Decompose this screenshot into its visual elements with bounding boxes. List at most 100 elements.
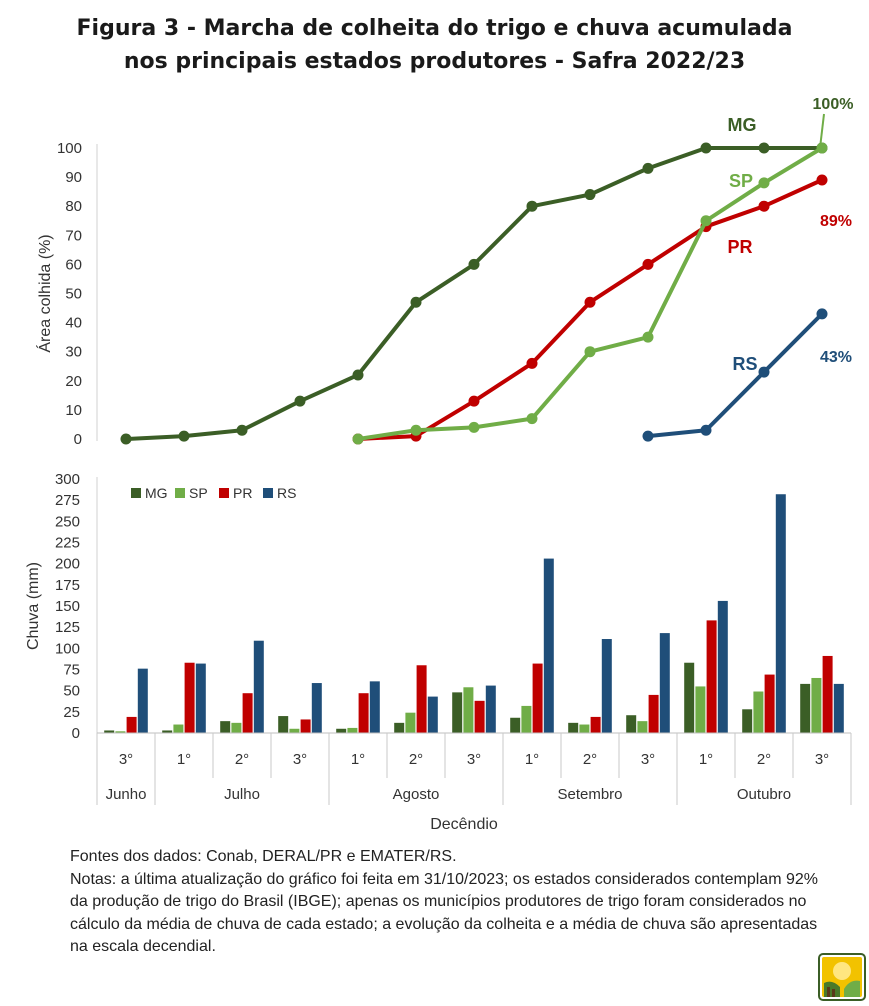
bar-mg — [568, 722, 579, 733]
month-label: Julho — [224, 786, 260, 803]
data-point-rs — [758, 366, 770, 378]
annotation-leader-line — [819, 113, 825, 149]
line-y-tick-label: 30 — [65, 344, 82, 361]
bar-y-tick-label: 250 — [55, 513, 80, 530]
x-tick-label: 2° — [409, 751, 423, 768]
bar-rs — [775, 494, 786, 733]
bar-rs — [137, 668, 148, 733]
bar-pr — [474, 700, 485, 733]
bar-sp — [637, 721, 648, 733]
chart-canvas: 0 10 20 30 40 50 60 70 80 90 100 Área colhida (%) MG… — [25, 96, 853, 833]
bar-mg — [742, 709, 753, 733]
data-point-sp — [700, 215, 712, 227]
data-point-pr — [816, 174, 828, 186]
data-point-mg — [700, 142, 712, 154]
bar-pr — [706, 620, 717, 733]
line-y-tick-label: 60 — [65, 256, 82, 273]
legend-swatch-mg — [131, 488, 141, 498]
series-label-pr: PR — [727, 237, 752, 257]
x-tick-label: 2° — [583, 751, 597, 768]
bar-x-axis-label: Decêndio — [430, 816, 498, 833]
line-y-tick-label: 90 — [65, 169, 82, 186]
line-y-tick-label: 40 — [65, 315, 82, 332]
annotation-mg-final: 100% — [813, 96, 854, 113]
chart-title-line-1: Figura 3 - Marcha de colheita do trigo e… — [76, 16, 793, 41]
data-point-mg — [468, 258, 480, 270]
harvest-line-chart: 0 10 20 30 40 50 60 70 80 90 100 Área colhida (%) MG… — [35, 96, 853, 448]
series-line-rs — [646, 311, 824, 439]
bar-rs — [369, 681, 380, 733]
bar-sp — [463, 687, 474, 733]
line-y-axis-label: Área colhida (%) — [35, 234, 54, 352]
line-y-tick-label: 50 — [65, 286, 82, 303]
bar-pr — [764, 674, 775, 733]
bar-pr — [358, 693, 369, 733]
x-tick-label: 1° — [351, 751, 365, 768]
x-tick-label: 3° — [641, 751, 655, 768]
legend-label-rs: RS — [277, 485, 296, 501]
bar-rs — [253, 640, 264, 733]
data-point-mg — [294, 395, 306, 407]
annotation-pr-final: 89% — [820, 213, 852, 230]
bar-sp — [347, 727, 358, 733]
bar-rs — [659, 633, 670, 733]
month-label: Agosto — [393, 786, 440, 803]
bar-mg — [394, 722, 405, 733]
month-label: Setembro — [557, 786, 622, 803]
bar-sp — [579, 724, 590, 733]
data-point-rs — [642, 430, 654, 442]
data-point-sp — [468, 421, 480, 433]
bar-rs — [311, 683, 322, 733]
data-point-mg — [642, 162, 654, 174]
bar-y-tick-label: 50 — [63, 683, 80, 700]
data-point-sp — [758, 177, 770, 189]
month-label: Outubro — [737, 786, 791, 803]
bar-mg — [800, 683, 811, 733]
legend-swatch-sp — [175, 488, 185, 498]
x-tick-label: 3° — [293, 751, 307, 768]
sources-text: Fontes dos dados: Conab, DERAL/PR e EMAT… — [70, 848, 457, 865]
bar-mg — [278, 716, 289, 733]
line-y-tick-label: 100 — [57, 140, 82, 157]
bar-mg — [162, 730, 173, 733]
data-point-pr — [584, 296, 596, 308]
data-point-mg — [352, 369, 364, 381]
bar-y-tick-label: 300 — [55, 471, 80, 488]
bar-mg — [452, 692, 463, 733]
x-tick-label: 2° — [235, 751, 249, 768]
x-tick-label: 3° — [467, 751, 481, 768]
line-y-tick-label: 80 — [65, 198, 82, 215]
bar-y-tick-label: 0 — [72, 725, 80, 742]
bar-mg — [626, 715, 637, 733]
data-point-mg — [120, 433, 132, 445]
series-line-pr — [356, 178, 824, 441]
bar-sp — [753, 691, 764, 733]
data-point-sp — [526, 413, 538, 425]
chart-title: Figura 3 - Marcha de colheita do trigo e… — [0, 12, 869, 78]
bar-pr — [184, 662, 195, 733]
bar-pr — [242, 693, 253, 733]
data-point-mg — [410, 296, 422, 308]
rainfall-bar-chart: 0 25 50 75 100 125 150 175 200 225 250 275 300 Chuva … — [25, 471, 852, 833]
data-point-mg — [584, 189, 596, 201]
bar-y-tick-label: 100 — [55, 640, 80, 657]
data-point-mg — [526, 200, 538, 212]
series-label-mg: MG — [728, 115, 757, 135]
bar-pr — [416, 665, 427, 733]
bar-sp — [115, 731, 126, 733]
data-point-mg — [178, 430, 190, 442]
legend-label-pr: PR — [233, 485, 252, 501]
data-point-sp — [816, 142, 828, 154]
line-y-tick-label: 0 — [74, 431, 82, 448]
line-y-tick-label: 10 — [65, 402, 82, 419]
chart-title-line-2: nos principais estados produtores - Safr… — [123, 49, 746, 74]
bar-y-axis-label: Chuva (mm) — [25, 562, 42, 650]
legend-swatch-rs — [263, 488, 273, 498]
bar-sp — [405, 712, 416, 733]
legend-label-mg: MG — [145, 485, 168, 501]
x-tick-label: 1° — [699, 751, 713, 768]
bar-mg — [104, 730, 115, 733]
data-point-pr — [468, 395, 480, 407]
bar-y-tick-label: 150 — [55, 598, 80, 615]
notes-text: Notas: a última atualização do gráfico f… — [70, 870, 818, 956]
